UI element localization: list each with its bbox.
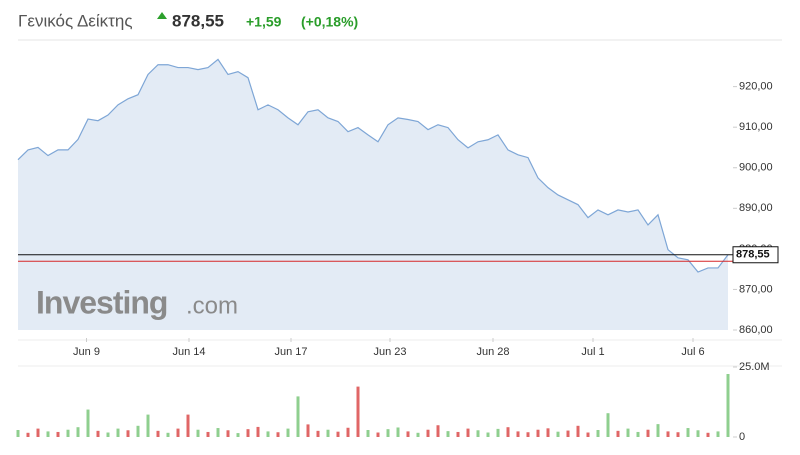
- volume-bar: [616, 430, 620, 437]
- x-tick-label: Jul 1: [581, 346, 604, 358]
- volume-bar: [206, 431, 210, 437]
- volume-bar: [286, 428, 290, 437]
- volume-bar: [216, 428, 220, 437]
- volume-bar: [296, 396, 300, 437]
- x-tick-label: Jun 23: [373, 346, 406, 358]
- volume-bar: [96, 430, 100, 437]
- volume-bar: [446, 431, 450, 437]
- volume-bar: [346, 427, 350, 437]
- volume-bar: [466, 428, 470, 437]
- volume-bar: [326, 429, 330, 437]
- volume-tick-label: 0: [739, 431, 745, 443]
- volume-bar: [196, 429, 200, 437]
- x-tick-label: Jun 28: [476, 346, 509, 358]
- volume-bar: [686, 428, 690, 437]
- volume-bar: [676, 432, 680, 437]
- volume-bar: [726, 374, 730, 437]
- x-tick-label: Jun 14: [172, 346, 205, 358]
- y-tick-label: 890,00: [739, 202, 773, 214]
- volume-bar: [26, 432, 30, 437]
- volume-bar: [76, 427, 80, 437]
- volume-bar: [626, 428, 630, 437]
- volume-bar: [716, 431, 720, 437]
- volume-bar: [236, 433, 240, 437]
- volume-bar: [476, 430, 480, 437]
- volume-bar: [176, 428, 180, 437]
- area: [18, 59, 728, 330]
- volume-bar: [656, 424, 660, 437]
- volume-bar: [706, 432, 710, 437]
- watermark: Investing: [36, 284, 167, 320]
- volume-bar: [356, 386, 360, 437]
- x-tick-label: Jun 9: [73, 346, 100, 358]
- up-arrow: [157, 12, 167, 19]
- volume-bar: [246, 429, 250, 437]
- y-tick-label: 870,00: [739, 283, 773, 295]
- volume-bar: [606, 413, 610, 437]
- volume-bar: [276, 432, 280, 437]
- volume-bar: [166, 432, 170, 437]
- volume-bar: [666, 431, 670, 437]
- volume-bar: [406, 431, 410, 437]
- volume-bar: [576, 425, 580, 437]
- volume-bar: [106, 432, 110, 437]
- volume-bar: [306, 424, 310, 437]
- volume-bar: [426, 429, 430, 437]
- price-line: [17, 58, 729, 273]
- volume-bar: [436, 425, 440, 437]
- volume-bar: [86, 409, 90, 437]
- y-tick-label: 910,00: [739, 121, 773, 133]
- volume-bar: [156, 430, 160, 437]
- volume-bar: [66, 429, 70, 437]
- volume-bar: [526, 432, 530, 437]
- volume-bar: [556, 431, 560, 437]
- volume-bar: [136, 425, 140, 437]
- volume-bar: [186, 414, 190, 437]
- volume-bar: [336, 431, 340, 437]
- volume-bar: [546, 428, 550, 437]
- change: +1,59: [246, 14, 282, 30]
- volume-bar: [536, 429, 540, 437]
- y-tick-label: 900,00: [739, 162, 773, 174]
- volume-bar: [366, 430, 370, 437]
- volume-bar: [396, 427, 400, 437]
- volume-bar: [316, 430, 320, 437]
- last-price: 878,55: [172, 11, 224, 30]
- volume-bar: [116, 428, 120, 437]
- volume-bar: [566, 430, 570, 437]
- volume-bar: [516, 431, 520, 437]
- volume-bar: [596, 430, 600, 437]
- volume-bar: [456, 431, 460, 437]
- volume-bar: [256, 426, 260, 437]
- volume-bar: [416, 432, 420, 437]
- volume-bar: [636, 431, 640, 437]
- volume-bar: [126, 430, 130, 437]
- volume-bar: [496, 428, 500, 437]
- y-tick-label: 920,00: [739, 81, 773, 93]
- x-tick-label: Jun 17: [274, 346, 307, 358]
- volume-tick-label: 25.0M: [739, 361, 770, 373]
- change-pct: (+0,18%): [301, 14, 358, 30]
- price-tag-label: 878,55: [736, 249, 770, 261]
- volume-bar: [266, 431, 270, 437]
- volume-bar: [46, 431, 50, 437]
- y-tick-label: 860,00: [739, 324, 773, 336]
- volume-bar: [16, 430, 20, 437]
- volume-bar: [586, 432, 590, 437]
- volume-bar: [386, 429, 390, 437]
- watermark: .com: [186, 292, 238, 319]
- volume-bar: [226, 430, 230, 437]
- volume-bar: [506, 427, 510, 437]
- volume-bar: [36, 428, 40, 437]
- volume-bar: [486, 432, 490, 437]
- volume-bar: [56, 431, 60, 437]
- volume-bar: [646, 429, 650, 437]
- price-tag-box: [732, 246, 779, 264]
- chart-title: Γενικός Δείκτης: [18, 11, 133, 30]
- volume-bar: [146, 414, 150, 437]
- x-tick-label: Jul 6: [681, 346, 704, 358]
- volume-bar: [696, 430, 700, 437]
- volume-bar: [376, 432, 380, 437]
